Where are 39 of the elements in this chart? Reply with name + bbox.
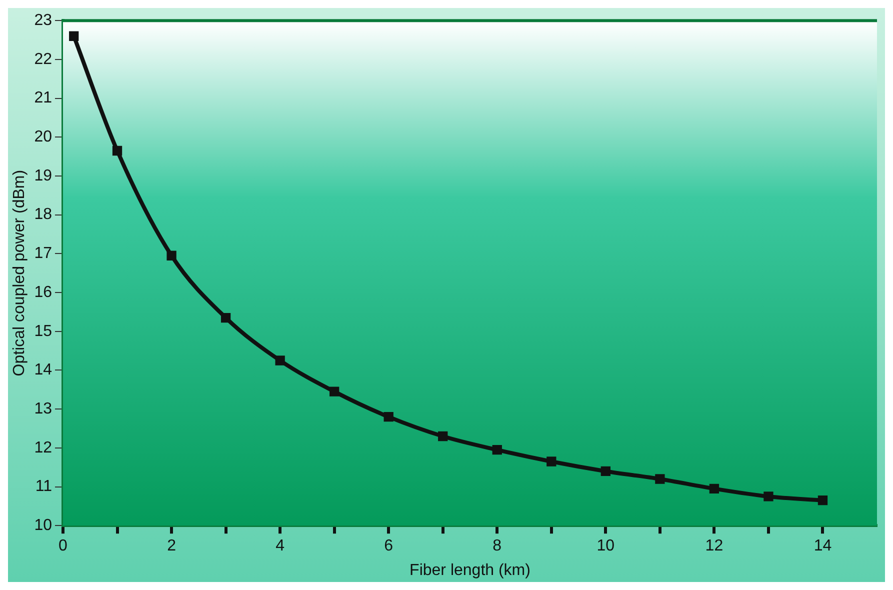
x-axis-title: Fiber length (km) [410, 562, 530, 579]
y-tick-label: 13 [34, 400, 52, 418]
y-axis-title: Optical coupled power (dBm) [11, 170, 28, 376]
point [492, 445, 502, 455]
x-tick-label: 2 [167, 538, 176, 555]
point [764, 492, 774, 502]
y-tick-label: 22 [34, 50, 52, 68]
point [166, 250, 176, 260]
x-tick-label: 0 [58, 538, 68, 555]
point [69, 31, 79, 41]
y-tick-label: 19 [34, 167, 52, 184]
x-tick-label: 4 [276, 538, 285, 555]
point [546, 456, 556, 466]
point [655, 474, 665, 484]
point [112, 146, 122, 156]
y-tick-label: 18 [34, 206, 52, 224]
y-tick-label: 10 [34, 517, 52, 534]
y-tick-label: 21 [34, 90, 52, 107]
y-tick-label: 14 [34, 362, 52, 379]
point [709, 484, 720, 494]
x-tick-label: 6 [384, 538, 394, 555]
x-tick-label: 14 [814, 538, 832, 555]
x-tick-label: 12 [705, 538, 724, 555]
y-tick-label: 12 [34, 439, 52, 456]
x-tick-label: 8 [492, 538, 502, 555]
y-tick-label: 17 [34, 245, 52, 262]
point [600, 466, 610, 476]
y-tick-label: 11 [35, 478, 52, 496]
y-tick-label: 16 [34, 284, 52, 301]
point [220, 312, 231, 323]
point [438, 431, 448, 442]
point [384, 412, 394, 422]
point [275, 356, 285, 366]
y-tick-label: 20 [34, 128, 52, 146]
x-tick-label: 10 [596, 538, 615, 555]
point [330, 386, 340, 396]
y-tick-label: 15 [34, 322, 52, 340]
point [818, 496, 828, 506]
y-tick-label: 23 [34, 12, 52, 30]
